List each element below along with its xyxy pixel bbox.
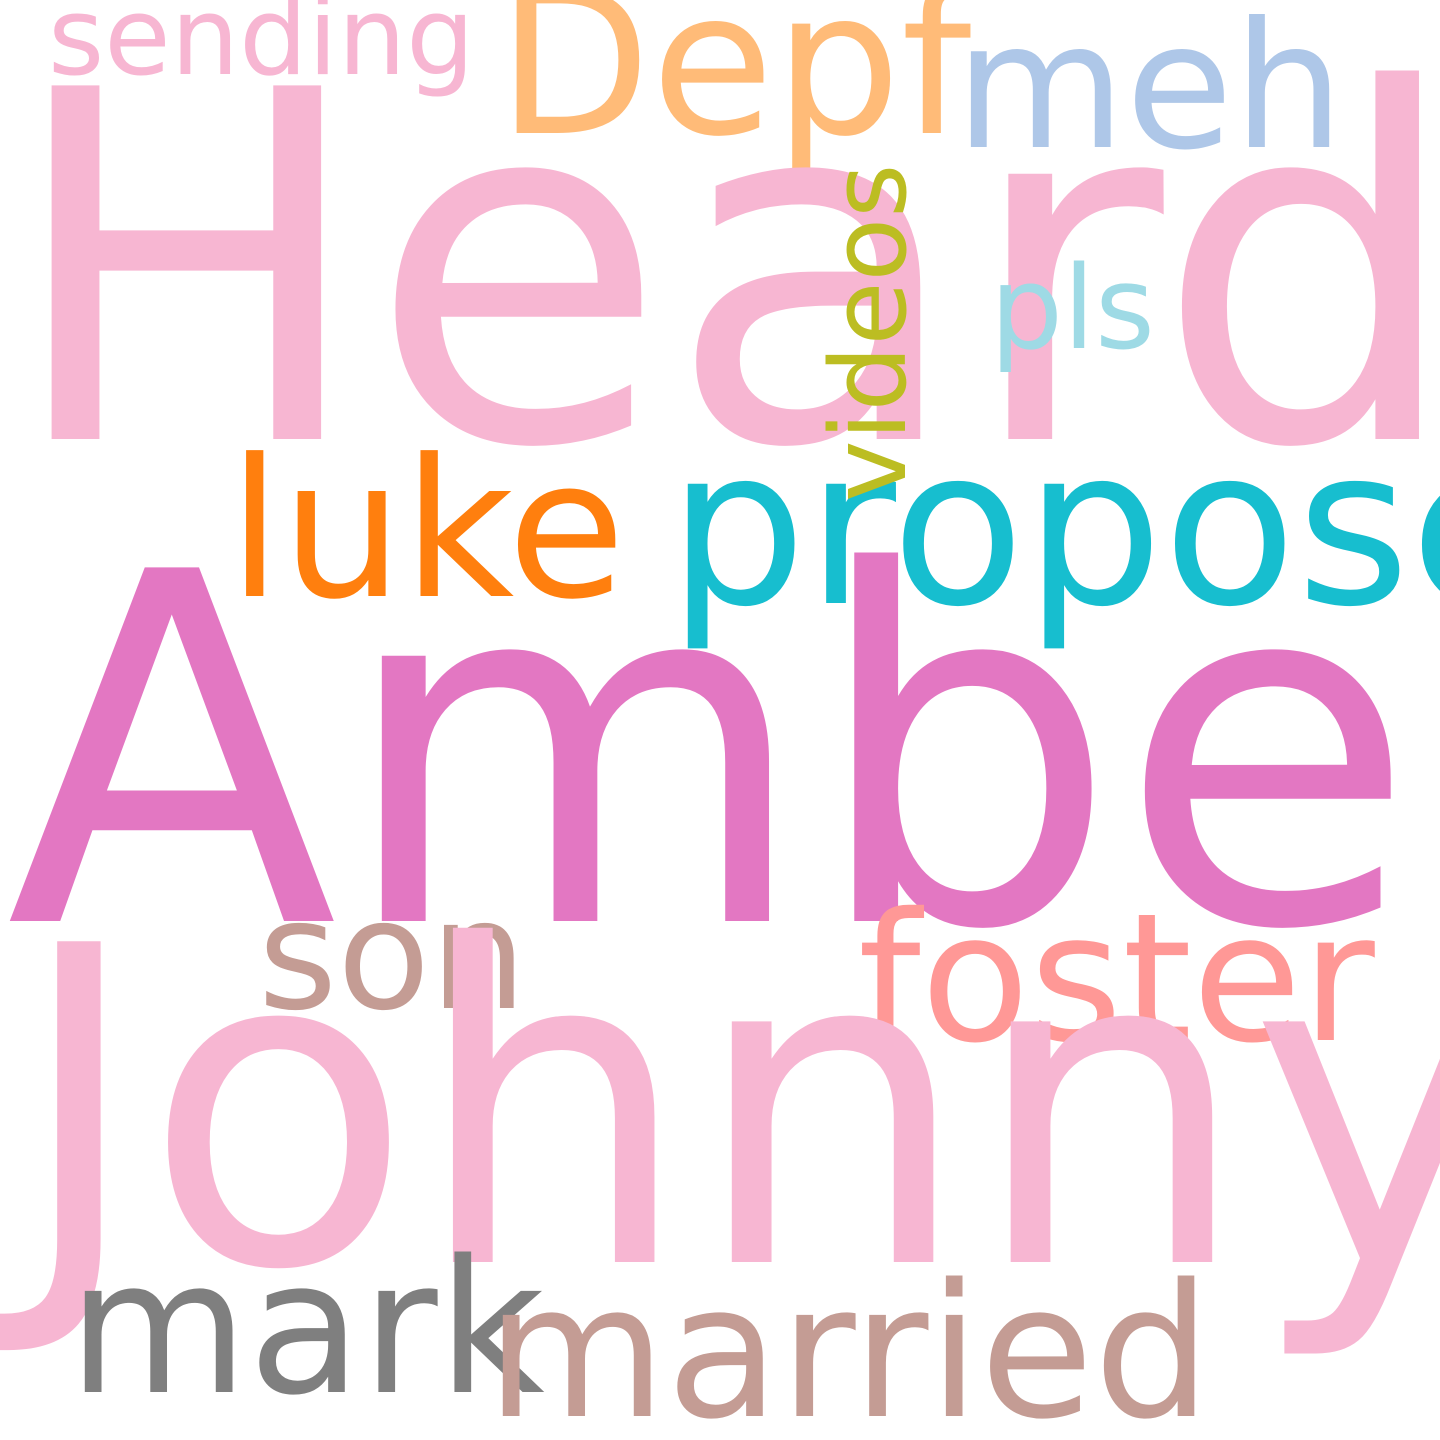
word-meh: meh [955,0,1345,189]
word-married: married [486,1244,1212,1440]
word-videos: videos [808,163,930,502]
word-amber: Amber [6,472,1440,1036]
word-depf: Depf [497,0,972,181]
word-pls: pls [990,242,1155,376]
word-heard: Heard [4,0,1440,554]
word-sending: sending [48,0,475,100]
word-johnny: Johnny [14,854,1440,1366]
word-foster: foster [858,875,1375,1082]
word-son: son [258,867,527,1044]
word-proposed: proposed [668,402,1440,655]
word-luke: luke [228,419,626,642]
word-mark: mark [68,1220,545,1436]
